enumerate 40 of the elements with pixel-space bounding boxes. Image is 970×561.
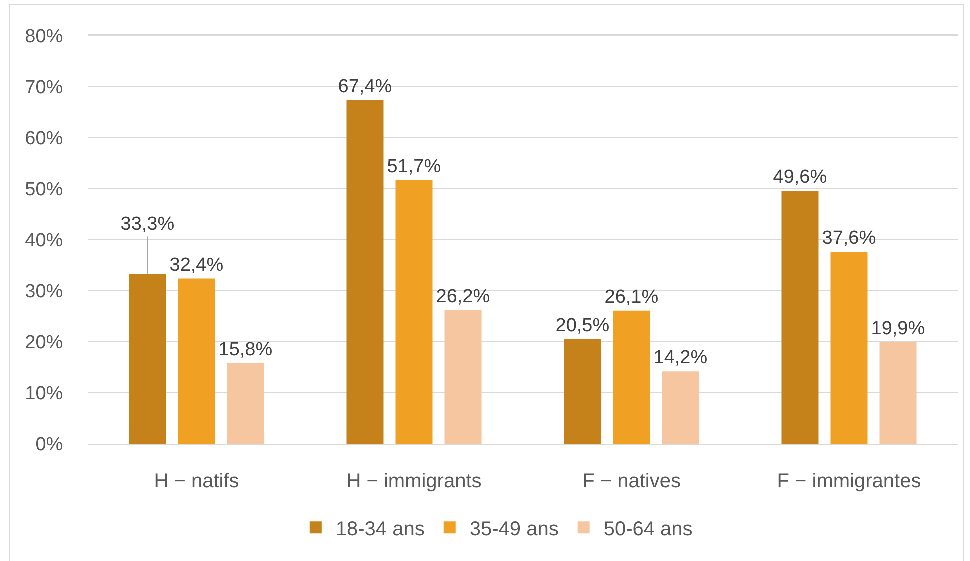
data-label: 15,8% xyxy=(218,339,273,360)
y-tick-label: 50% xyxy=(25,180,64,201)
data-label: 20,5% xyxy=(556,315,610,336)
data-label: 19,9% xyxy=(871,318,926,340)
bar xyxy=(830,252,868,444)
x-tick-label: H − immigrants xyxy=(346,470,482,492)
bar xyxy=(444,310,482,444)
legend-label: 35-49 ans xyxy=(470,518,559,540)
y-tick-label: 70% xyxy=(25,78,64,99)
bar xyxy=(880,342,917,444)
y-tick-label: 40% xyxy=(25,230,64,252)
bar xyxy=(613,310,650,444)
y-tick-label: 10% xyxy=(25,384,64,405)
x-tick-label: F − natives xyxy=(582,470,681,492)
data-label: 32,4% xyxy=(170,254,224,276)
data-label: 49,6% xyxy=(773,167,828,188)
data-label: 26,1% xyxy=(604,286,659,308)
legend-label: 18-34 ans xyxy=(336,518,425,540)
bar xyxy=(178,278,216,444)
y-tick-label: 60% xyxy=(25,128,64,150)
data-label: 67,4% xyxy=(338,76,392,98)
bar xyxy=(396,180,433,444)
bar xyxy=(227,363,264,444)
bar xyxy=(346,100,384,444)
data-label: 33,3% xyxy=(120,214,175,235)
data-label: 14,2% xyxy=(654,348,708,369)
y-tick-label: 80% xyxy=(25,26,64,48)
y-tick-label: 30% xyxy=(25,282,64,303)
legend-label: 50-64 ans xyxy=(604,518,693,540)
data-label: 51,7% xyxy=(387,156,442,178)
y-tick-label: 20% xyxy=(25,332,64,354)
bar xyxy=(662,372,700,444)
x-tick-label: F − immigrantes xyxy=(777,470,922,492)
bar xyxy=(129,274,166,444)
bar xyxy=(782,191,819,444)
data-label: 37,6% xyxy=(822,228,876,250)
x-tick-label: H − natifs xyxy=(154,470,240,492)
y-tick-label: 0% xyxy=(36,434,64,456)
bar xyxy=(564,339,602,444)
data-label: 26,2% xyxy=(436,286,490,308)
